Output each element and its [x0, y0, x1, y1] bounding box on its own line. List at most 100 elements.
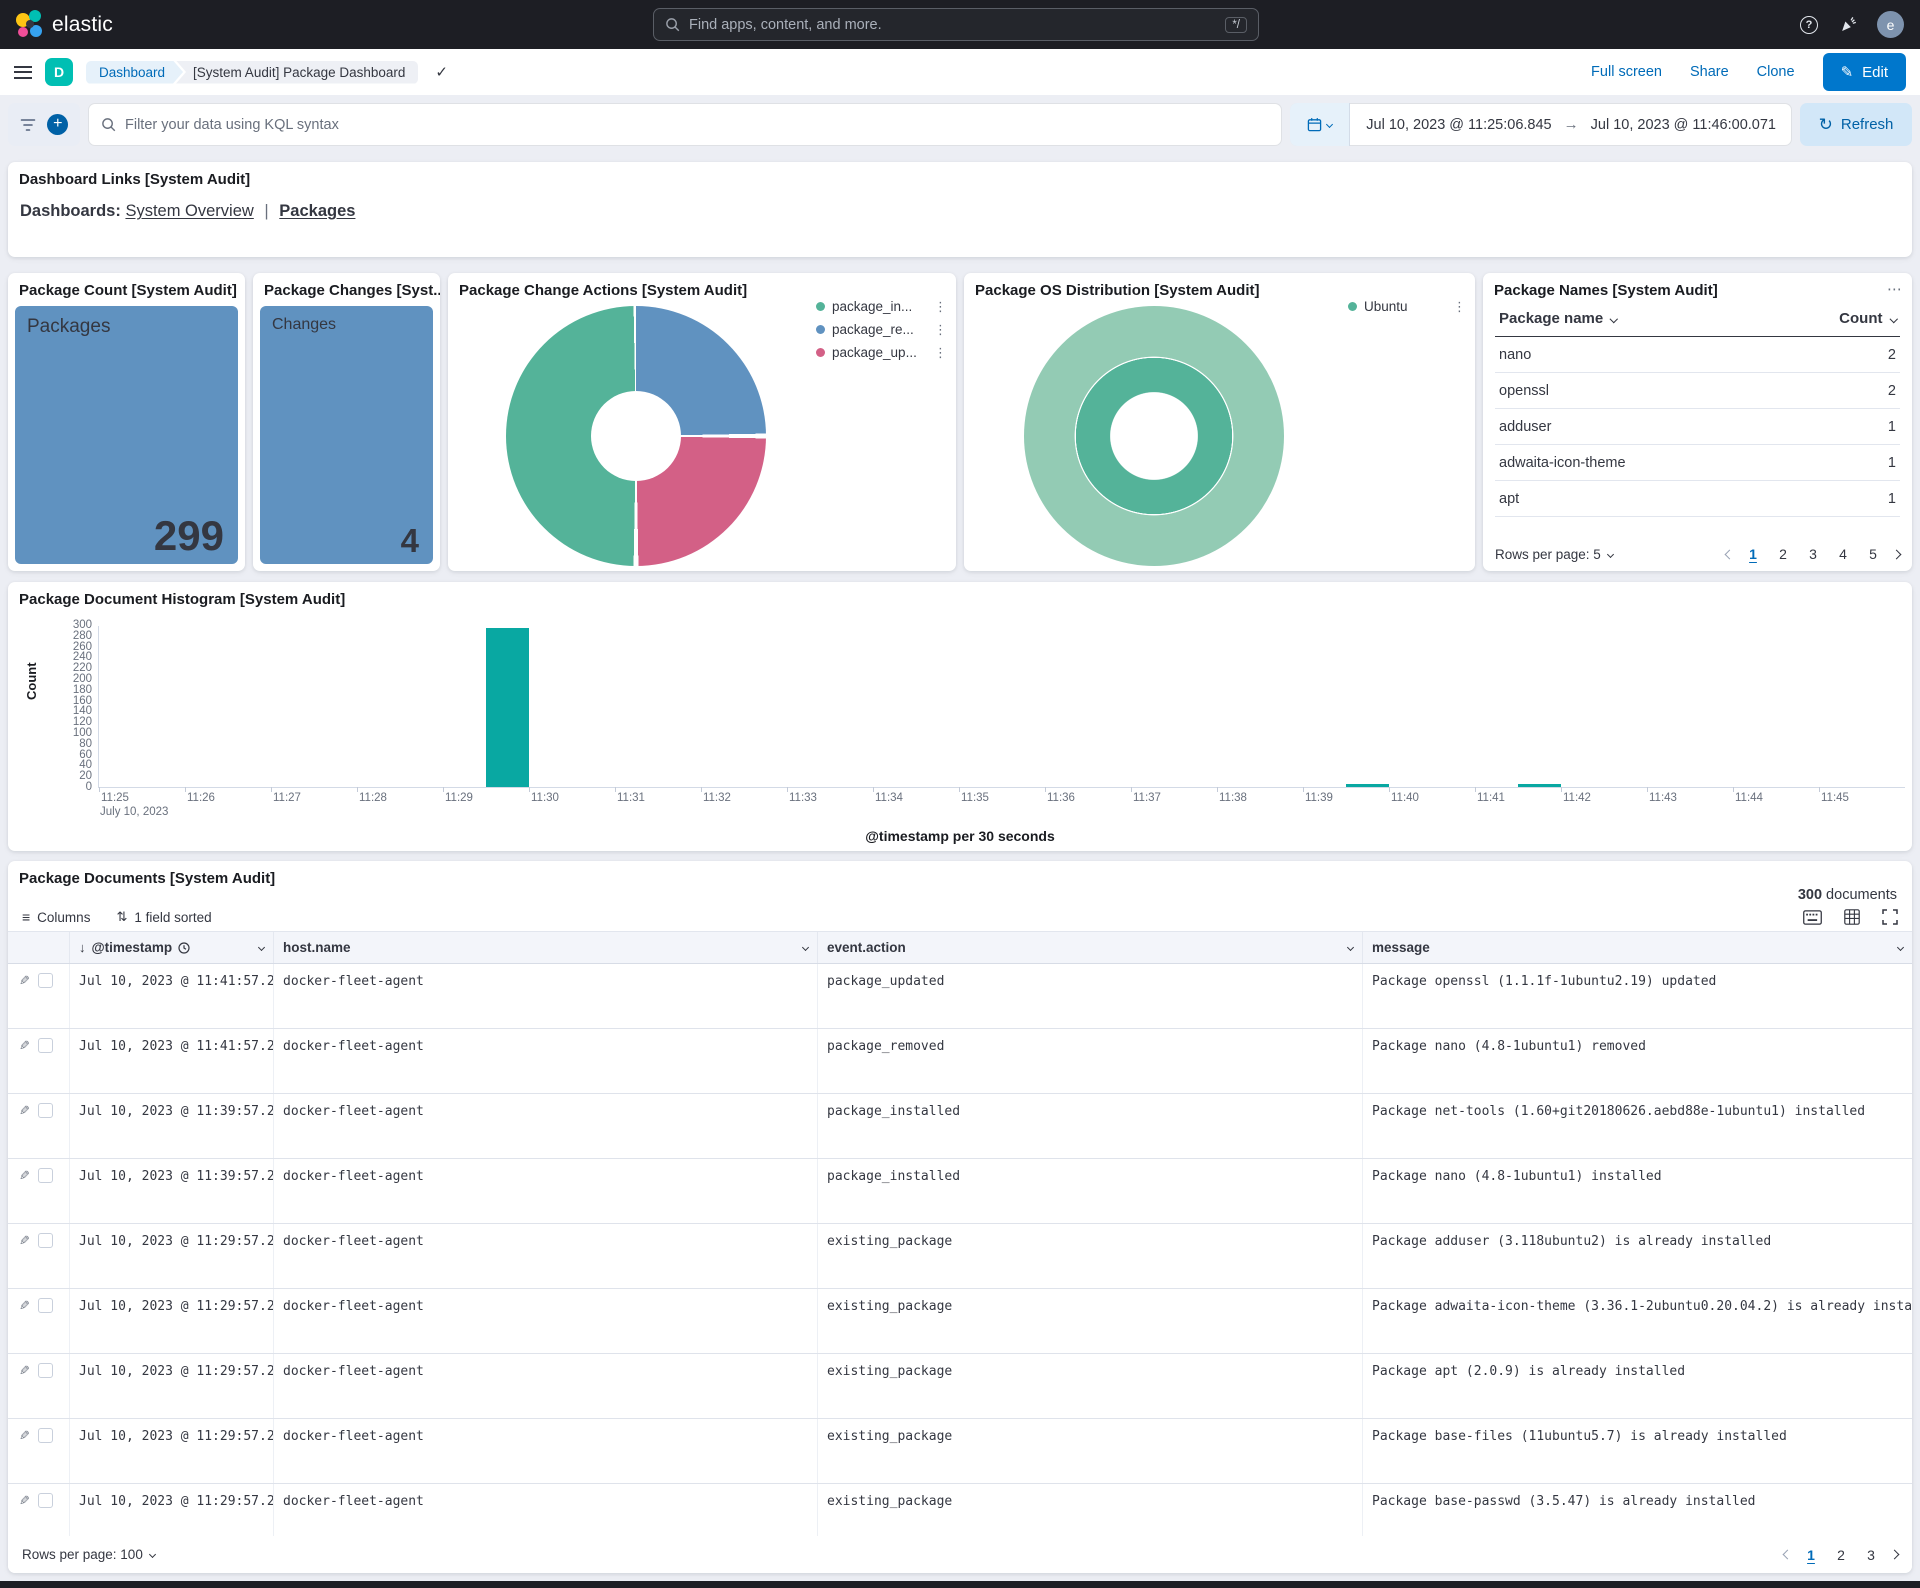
event-action-cell: existing_package [818, 1419, 1363, 1483]
display-options-icon[interactable] [1844, 909, 1860, 925]
column-header-event-action[interactable]: event.action [818, 932, 1363, 963]
row-checkbox[interactable] [38, 1103, 53, 1118]
page-button-3[interactable]: 3 [1861, 1547, 1881, 1563]
column-label: Count [1839, 310, 1882, 327]
datagrid-body: ✎Jul 10, 2023 @ 11:41:57.261docker-fleet… [8, 964, 1912, 1549]
previous-page-icon[interactable] [1725, 549, 1735, 559]
previous-page-icon[interactable] [1783, 1550, 1793, 1560]
page-button-5[interactable]: 5 [1863, 546, 1883, 562]
refresh-button[interactable]: ↻ Refresh [1800, 103, 1912, 146]
breadcrumb-dashboard[interactable]: Dashboard [86, 61, 183, 84]
expand-row-icon[interactable]: ✎ [19, 1298, 30, 1314]
columns-button[interactable]: ≡ Columns [22, 909, 90, 925]
clone-button[interactable]: Clone [1757, 64, 1795, 80]
x-axis-tick-label: 11:29 [445, 792, 473, 804]
legend-actions-icon[interactable]: ⋮ [934, 322, 947, 338]
row-checkbox[interactable] [38, 1233, 53, 1248]
os-distribution-donut-chart[interactable] [1024, 306, 1284, 566]
y-axis-tick-label: 220 [52, 662, 92, 674]
x-axis-tick-label: 11:39 [1305, 792, 1333, 804]
page-button-4[interactable]: 4 [1833, 546, 1853, 562]
rows-per-page-button[interactable]: Rows per page: 100 [22, 1547, 155, 1562]
axis-tick-mark [271, 787, 272, 792]
histogram-bar[interactable] [1346, 784, 1389, 787]
legend-item[interactable]: Ubuntu⋮ [1348, 295, 1466, 318]
page-button-2[interactable]: 2 [1773, 546, 1793, 562]
expand-row-icon[interactable]: ✎ [19, 1428, 30, 1444]
column-header-host-name[interactable]: host.name [274, 932, 818, 963]
axis-tick-mark [1475, 787, 1476, 792]
panel-options-icon[interactable]: ⋯ [1887, 280, 1903, 298]
message-cell: Package adduser (3.118ubuntu2) is alread… [1363, 1224, 1912, 1288]
user-avatar[interactable]: e [1877, 11, 1904, 38]
table-row: nano2 [1495, 337, 1900, 373]
packages-link[interactable]: Packages [279, 202, 355, 220]
row-checkbox[interactable] [38, 1493, 53, 1508]
expand-row-icon[interactable]: ✎ [19, 1038, 30, 1054]
dashboard-app-avatar[interactable]: D [45, 58, 73, 86]
system-overview-link[interactable]: System Overview [125, 202, 253, 220]
row-checkbox[interactable] [38, 973, 53, 988]
package-names-table: Package name Count nano2openssl2adduser1… [1495, 301, 1900, 517]
column-header-message[interactable]: message [1363, 932, 1912, 963]
change-actions-donut-chart[interactable] [506, 306, 766, 566]
expand-row-icon[interactable]: ✎ [19, 1233, 30, 1249]
help-icon[interactable]: ? [1800, 16, 1818, 34]
global-search[interactable]: */ [653, 8, 1259, 41]
kql-input[interactable] [125, 117, 1269, 133]
row-checkbox[interactable] [38, 1363, 53, 1378]
page-button-3[interactable]: 3 [1803, 546, 1823, 562]
keyboard-shortcuts-icon[interactable] [1803, 910, 1822, 925]
page-button-1[interactable]: 1 [1801, 1547, 1821, 1563]
newsfeed-icon[interactable] [1838, 15, 1857, 34]
table-row: ✎Jul 10, 2023 @ 11:39:57.261docker-fleet… [8, 1094, 1912, 1159]
share-button[interactable]: Share [1690, 64, 1729, 80]
legend-item[interactable]: package_up...⋮ [816, 341, 947, 364]
column-header-count[interactable]: Count [1839, 310, 1896, 327]
page-button-2[interactable]: 2 [1831, 1547, 1851, 1563]
legend-actions-icon[interactable]: ⋮ [934, 299, 947, 315]
full-screen-button[interactable]: Full screen [1591, 64, 1662, 80]
row-checkbox[interactable] [38, 1168, 53, 1183]
chevron-down-icon [1347, 944, 1354, 951]
next-page-icon[interactable] [1890, 1550, 1900, 1560]
legend-actions-icon[interactable]: ⋮ [1453, 299, 1466, 315]
legend-label: package_in... [832, 299, 927, 314]
legend-actions-icon[interactable]: ⋮ [934, 345, 947, 361]
document-count-value: 300 [1798, 887, 1822, 903]
rows-per-page-button[interactable]: Rows per page: 5 [1495, 547, 1613, 562]
expand-row-icon[interactable]: ✎ [19, 1493, 30, 1509]
next-page-icon[interactable] [1892, 549, 1902, 559]
message-cell: Package nano (4.8-1ubuntu1) removed [1363, 1029, 1912, 1093]
column-header-package-name[interactable]: Package name [1499, 310, 1617, 327]
kql-search-field[interactable] [88, 103, 1282, 146]
date-picker-toggle[interactable] [1290, 103, 1350, 146]
histogram-bar[interactable] [1518, 784, 1561, 787]
row-controls: ✎ [8, 1419, 70, 1483]
legend-item[interactable]: package_re...⋮ [816, 318, 947, 341]
expand-row-icon[interactable]: ✎ [19, 1168, 30, 1184]
page-button-1[interactable]: 1 [1743, 546, 1763, 562]
row-checkbox[interactable] [38, 1428, 53, 1443]
edit-button[interactable]: ✎ Edit [1823, 53, 1906, 91]
sort-fields-button[interactable]: ⇅ 1 field sorted [116, 909, 211, 925]
global-search-input[interactable] [689, 17, 1216, 33]
expand-row-icon[interactable]: ✎ [19, 1363, 30, 1379]
row-checkbox[interactable] [38, 1298, 53, 1313]
column-header-timestamp[interactable]: ↓ @timestamp [70, 932, 274, 963]
date-range-end[interactable]: Jul 10, 2023 @ 11:46:00.071 [1591, 117, 1776, 133]
row-checkbox[interactable] [38, 1038, 53, 1053]
elastic-brand[interactable]: elastic [16, 10, 113, 39]
fullscreen-icon[interactable] [1882, 909, 1898, 925]
filter-icon[interactable] [20, 117, 36, 133]
package-name-cell: nano [1499, 347, 1531, 363]
legend-item[interactable]: package_in... ⋮ [816, 295, 947, 318]
add-filter-button[interactable]: + [47, 114, 68, 135]
histogram-bar[interactable] [486, 628, 529, 787]
x-axis-tick-label: 11:40 [1391, 792, 1419, 804]
menu-icon[interactable] [14, 66, 32, 79]
date-range-start[interactable]: Jul 10, 2023 @ 11:25:06.845 [1366, 117, 1551, 133]
expand-row-icon[interactable]: ✎ [19, 973, 30, 989]
axis-tick-mark [1217, 787, 1218, 792]
expand-row-icon[interactable]: ✎ [19, 1103, 30, 1119]
